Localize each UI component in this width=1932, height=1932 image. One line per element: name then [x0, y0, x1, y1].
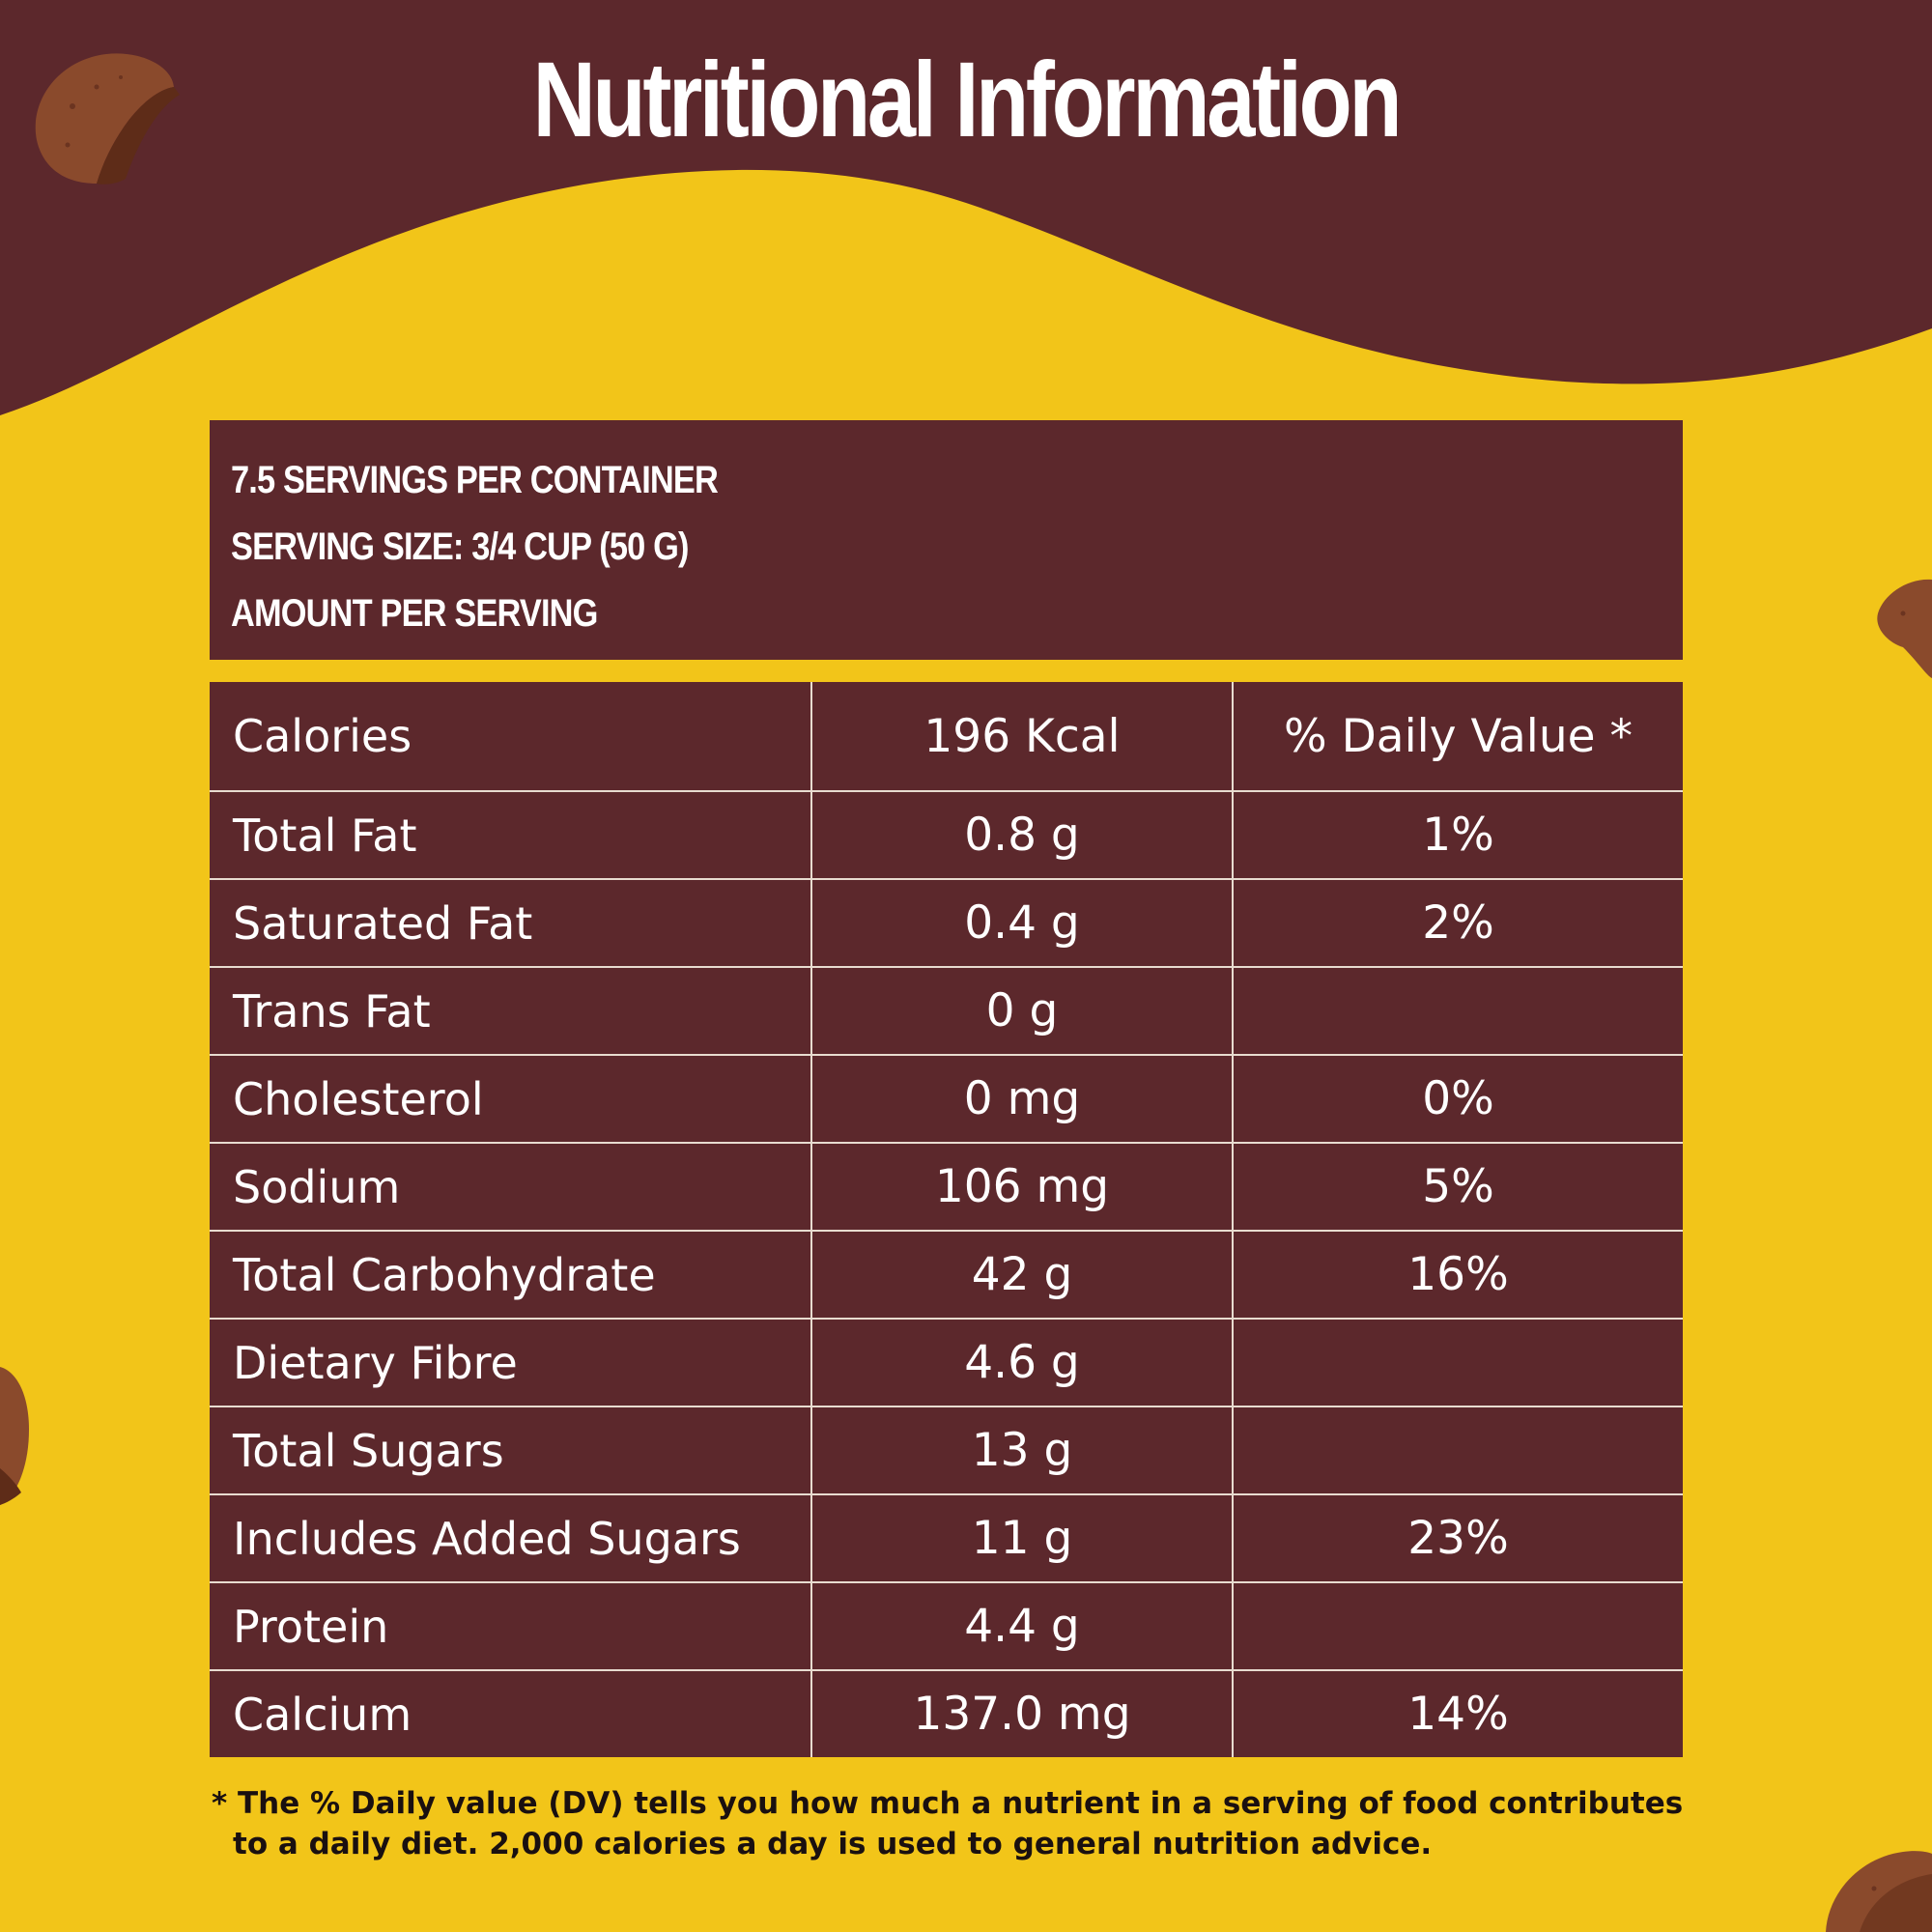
cereal-piece-top-left: [35, 53, 180, 185]
nutrient-amount: 137.0 mg: [811, 1670, 1234, 1757]
nutrient-amount: 42 g: [811, 1231, 1234, 1320]
nutrient-daily-value: 23%: [1233, 1494, 1683, 1583]
calories-value: 196 Kcal: [811, 682, 1234, 792]
nutrient-label: Sodium: [210, 1143, 812, 1232]
servings-per-container: 7.5 SERVINGS PER CONTAINER: [231, 459, 719, 501]
brown-wave-shape: [0, 0, 1932, 415]
nutrient-label: Total Sugars: [210, 1406, 812, 1495]
table-row: Cholesterol 0 mg 0%: [210, 1055, 1683, 1144]
nutrient-daily-value: [1233, 967, 1683, 1056]
nutrition-table: Calories 196 Kcal % Daily Value * Total …: [210, 682, 1683, 1757]
nutrient-label: Calcium: [210, 1670, 812, 1757]
nutrient-label: Includes Added Sugars: [210, 1494, 812, 1583]
daily-value-footnote: * The % Daily value (DV) tells you how m…: [212, 1786, 1684, 1861]
nutrient-amount: 0.4 g: [811, 879, 1234, 968]
page-title: Nutritional Information: [532, 41, 1403, 159]
nutrient-daily-value: 2%: [1233, 879, 1683, 968]
nutrient-amount: 13 g: [811, 1406, 1234, 1495]
calories-label: Calories: [210, 682, 812, 792]
nutrient-amount: 11 g: [811, 1494, 1234, 1583]
nutrient-amount: 4.6 g: [811, 1319, 1234, 1407]
table-row: Protein 4.4 g: [210, 1582, 1683, 1671]
nutrient-amount: 0 g: [811, 967, 1234, 1056]
nutrient-label: Total Carbohydrate: [210, 1231, 812, 1320]
nutrient-daily-value: 14%: [1407, 1688, 1509, 1741]
nutrient-amount: 4.4 g: [811, 1582, 1234, 1671]
table-row: Trans Fat 0 g: [210, 967, 1683, 1056]
nutrient-daily-value: 5%: [1233, 1143, 1683, 1232]
cereal-piece-right: [1877, 579, 1932, 678]
nutrient-label: Cholesterol: [210, 1055, 812, 1144]
nutrient-daily-value: [1233, 1582, 1683, 1671]
serving-info-box: 7.5 SERVINGS PER CONTAINER SERVING SIZE:…: [210, 420, 1683, 660]
cereal-piece-left: [0, 1367, 29, 1505]
amount-per-serving: AMOUNT PER SERVING: [231, 592, 598, 635]
nutrient-daily-value: 16%: [1233, 1231, 1683, 1320]
cereal-piece-bottom-right: [1826, 1851, 1932, 1932]
nutrient-daily-value: 1%: [1233, 791, 1683, 880]
daily-value-header: % Daily Value *: [1233, 682, 1683, 792]
serving-size: SERVING SIZE: 3/4 CUP (50 G): [231, 526, 689, 568]
table-row: Total Carbohydrate 42 g 16%: [210, 1231, 1683, 1320]
nutrient-daily-value: [1233, 1406, 1683, 1495]
table-row: Calcium 137.0 mg 14%: [210, 1670, 1683, 1757]
nutrient-daily-value: [1233, 1319, 1683, 1407]
table-row: Sodium 106 mg 5%: [210, 1143, 1683, 1232]
nutrient-label: Total Fat: [210, 791, 812, 880]
nutrient-amount: 0.8 g: [811, 791, 1234, 880]
nutrient-label: Dietary Fibre: [210, 1319, 812, 1407]
nutrient-daily-value: 0%: [1233, 1055, 1683, 1144]
nutrient-amount: 0 mg: [811, 1055, 1234, 1144]
table-row: Includes Added Sugars 11 g 23%: [210, 1494, 1683, 1583]
table-row: Saturated Fat 0.4 g 2%: [210, 879, 1683, 968]
nutrient-label: Protein: [210, 1582, 812, 1671]
nutrient-label: Saturated Fat: [210, 879, 812, 968]
table-row: Total Fat 0.8 g 1%: [210, 791, 1683, 880]
table-header-row: Calories 196 Kcal % Daily Value *: [210, 682, 1683, 792]
nutrient-label: Trans Fat: [210, 967, 812, 1056]
table-row: Total Sugars 13 g: [210, 1406, 1683, 1495]
nutrient-amount: 106 mg: [811, 1143, 1234, 1232]
table-row: Dietary Fibre 4.6 g: [210, 1319, 1683, 1407]
